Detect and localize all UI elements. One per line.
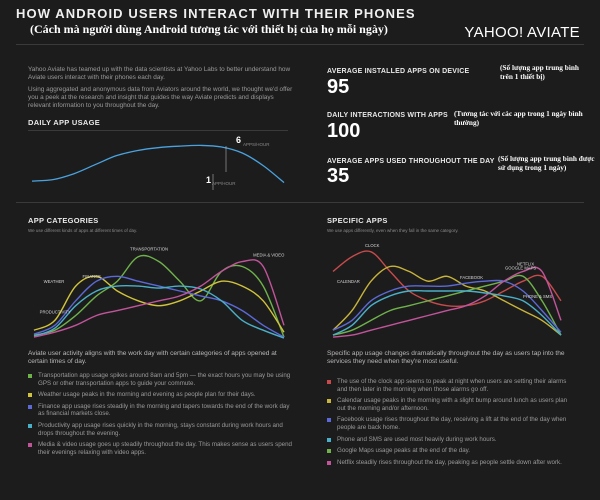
- category-note-item: Weather usage peaks in the morning and e…: [28, 391, 296, 399]
- category-note-item: Media & video usage goes up steadily thr…: [28, 441, 296, 456]
- category-note-item-text: Finance app usage rises steadily in the …: [38, 402, 290, 418]
- intro-paragraph-1: Yahoo Aviate has teamed up with the data…: [28, 66, 291, 81]
- series-line-productivity: [33, 284, 285, 339]
- category-note-item: Productivity app usage rises quickly in …: [28, 422, 296, 437]
- header-divider: [16, 44, 584, 45]
- app-note-item: Phone and SMS are used most heavily duri…: [327, 436, 571, 444]
- stat-note-used: (Số lượng app trung bình được sử dụng tr…: [498, 154, 595, 172]
- app-categories-summary: Aviate user activity aligns with the wor…: [28, 350, 277, 365]
- app-note-item: The use of the clock app seems to peak a…: [327, 378, 571, 393]
- app-note-item-text: Google Maps usage peaks at the end of th…: [337, 447, 471, 455]
- daily-usage-rule: [28, 130, 288, 131]
- daily-usage-heading: DAILY APP USAGE: [28, 118, 101, 127]
- specific-apps-chart: CLOCK CALENDAR GOOGLE MAPS FACEBOOK NETFLIX P…: [332, 243, 562, 338]
- bullet-square-icon: [327, 449, 331, 454]
- series-label-google-maps: GOOGLE MAPS: [505, 265, 536, 270]
- series-label-phone-sms: PHONE & SMS: [523, 294, 552, 299]
- series-label-facebook: FACEBOOK: [460, 275, 483, 280]
- low-unit: APP/HOUR: [212, 181, 236, 186]
- app-note-item-text: The use of the clock app seems to peak a…: [337, 378, 567, 393]
- series-line-calendar: [332, 265, 562, 336]
- category-note-item: Transportation app usage spikes around 8…: [28, 372, 296, 387]
- series-line-media-video: [33, 259, 285, 338]
- bullet-square-icon: [327, 380, 331, 384]
- specific-apps-list: The use of the clock app seems to peak a…: [327, 378, 571, 470]
- series-label-media-video: MEDIA & VIDEO: [253, 253, 285, 258]
- app-note-item-text: Phone and SMS are used most heavily duri…: [337, 435, 497, 443]
- app-note-item: Facebook usage rises throughout the day,…: [327, 416, 571, 431]
- specific-apps-summary: Specific app usage changes dramatically …: [327, 350, 565, 365]
- app-note-item: Google Maps usage peaks at the end of th…: [327, 447, 571, 455]
- series-line-clock: [332, 250, 562, 307]
- stat-value-used: 35: [327, 165, 350, 187]
- series-line-weather: [33, 275, 285, 333]
- category-note-item-text: Media & video usage goes up steadily thr…: [38, 441, 292, 456]
- intro-paragraph-2: Using aggregated and anonymous data from…: [28, 86, 293, 109]
- series-label-calendar: CALENDAR: [337, 279, 360, 284]
- app-categories-heading: APP CATEGORIES: [28, 216, 99, 225]
- bullet-square-icon: [327, 437, 331, 442]
- bullet-square-icon: [327, 460, 331, 465]
- series-label-transportation: TRANSPORTATION: [130, 247, 168, 252]
- daily-usage-chart: [31, 144, 285, 190]
- series-line-netflix: [332, 266, 562, 338]
- stat-value-installed: 95: [327, 76, 350, 98]
- stat-note-installed: (Số lượng app trung bình trên 1 thiết bị…: [500, 63, 579, 81]
- middle-divider: [16, 202, 584, 203]
- series-label-clock: CLOCK: [365, 243, 380, 248]
- bullet-square-icon: [28, 423, 32, 428]
- app-note-item-text: Facebook usage rises throughout the day,…: [337, 416, 567, 431]
- app-categories-list: Transportation app usage spikes around 8…: [28, 372, 296, 460]
- category-note-item-text: Productivity app usage rises quickly in …: [38, 421, 283, 437]
- series-label-weather: WEATHER: [44, 279, 65, 284]
- stat-value-interactions: 100: [327, 120, 361, 142]
- page-subtitle: (Cách mà người dùng Android tương tác vớ…: [30, 22, 388, 36]
- app-note-item-text: Calendar usage peaks in the morning with…: [337, 397, 568, 412]
- series-line-google-maps: [332, 274, 562, 336]
- bullet-square-icon: [28, 393, 32, 398]
- series-label-finance: FINANCE: [83, 274, 102, 279]
- stat-label-interactions: DAILY INTERACTIONS WITH APPS: [327, 112, 448, 119]
- specific-apps-caption: We use apps differently, even when they …: [327, 228, 459, 233]
- daily-usage-line: [31, 144, 285, 184]
- series-line-phone-sms: [332, 289, 562, 336]
- series-label-productivity: PRODUCTIVITY: [40, 310, 71, 315]
- specific-apps-heading: SPECIFIC APPS: [327, 216, 388, 225]
- series-line-transportation: [33, 254, 285, 338]
- low-value: 1: [206, 175, 212, 185]
- app-categories-caption: We use different kinds of apps at differ…: [28, 228, 138, 233]
- bullet-square-icon: [28, 404, 32, 409]
- stat-note-interactions: (Tương tác với các app trong 1 ngày bình…: [454, 109, 583, 127]
- bullet-square-icon: [327, 418, 331, 423]
- intro-text: Yahoo Aviate has teamed up with the data…: [28, 66, 293, 114]
- category-note-item: Finance app usage rises steadily in the …: [28, 403, 296, 418]
- app-note-item: Calendar usage peaks in the morning with…: [327, 397, 571, 412]
- bullet-square-icon: [28, 443, 32, 448]
- app-note-item: Netflix steadily rises throughout the da…: [327, 459, 571, 467]
- stat-label-installed: AVERAGE INSTALLED APPS ON DEVICE: [327, 68, 470, 75]
- peak-unit: APPS/HOUR: [243, 142, 270, 147]
- app-categories-chart: TRANSPORTATION WEATHER FINANCE PRODUCTIVITY…: [33, 247, 285, 339]
- series-label-netflix: NETFLIX: [517, 261, 534, 266]
- page-title: HOW ANDROID USERS INTERACT WITH THEIR PH…: [16, 6, 416, 21]
- series-line-finance: [33, 275, 285, 338]
- bullet-square-icon: [28, 374, 32, 378]
- bullet-square-icon: [327, 399, 331, 404]
- app-note-item-text: Netflix steadily rises throughout the da…: [337, 458, 562, 466]
- peak-value: 6: [236, 135, 242, 145]
- category-note-item-text: Weather usage peaks in the morning and e…: [38, 391, 256, 399]
- brand-logo: YAHOO! AVIATE: [464, 24, 580, 41]
- stat-label-used: AVERAGE APPS USED THROUGHOUT THE DAY: [327, 158, 495, 165]
- category-note-item-text: Transportation app usage spikes around 8…: [38, 372, 291, 387]
- series-line-facebook: [332, 279, 562, 333]
